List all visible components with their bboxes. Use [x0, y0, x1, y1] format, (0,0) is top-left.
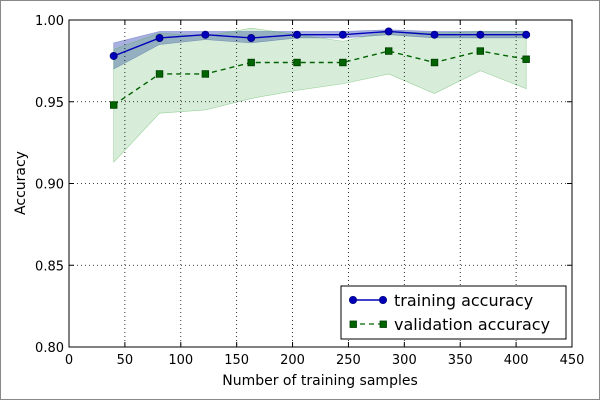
series-line-0 [113, 30, 527, 57]
legend-training-label: training accuracy [394, 291, 533, 310]
data-point [339, 58, 347, 67]
x-tick-label: 0 [65, 353, 73, 368]
x-tick-label: 450 [560, 353, 585, 368]
data-point [430, 30, 439, 39]
y-tick-label: 0.95 [35, 96, 64, 111]
data-point [293, 30, 302, 39]
series-line-1 [113, 50, 527, 106]
data-point [155, 33, 164, 42]
legend-validation-marker-left [349, 320, 357, 328]
data-point [522, 55, 530, 63]
legend-training-marker-left [348, 295, 357, 304]
data-point [522, 30, 531, 39]
x-tick-label: 150 [224, 353, 249, 368]
data-point [293, 58, 301, 67]
series-lines [109, 27, 531, 109]
data-point [201, 30, 210, 39]
legend-box [340, 285, 567, 340]
data-point [476, 30, 485, 39]
x-tick-label: 100 [168, 353, 193, 368]
y-tick-label: 0.80 [35, 341, 64, 356]
y-tick-label: 1.00 [35, 14, 64, 29]
data-point [155, 70, 164, 78]
data-point [110, 101, 118, 109]
x-tick-label: 50 [117, 353, 134, 368]
y-tick-label: 0.90 [35, 178, 64, 193]
legend-training-marker-right [378, 295, 387, 304]
x-tick-label: 350 [448, 353, 473, 368]
y-axis-title: Accuracy [13, 151, 29, 215]
data-point [201, 70, 210, 78]
data-point [430, 58, 439, 67]
x-axis-title: Number of training samples [222, 373, 418, 389]
axis-ticks [68, 19, 573, 348]
y-tick-label: 0.85 [35, 259, 64, 274]
confidence-bands [113, 27, 527, 164]
x-tick-label: 300 [392, 353, 417, 368]
legend-validation-label: validation accuracy [394, 315, 550, 334]
legend: training accuracy validation accuracy [340, 285, 567, 340]
data-point [384, 47, 393, 55]
data-point [476, 47, 485, 55]
data-point [338, 30, 347, 39]
x-tick-label: 250 [336, 353, 361, 368]
x-tick-label: 200 [280, 353, 305, 368]
data-point [109, 51, 118, 60]
data-point [247, 58, 255, 67]
confidence-band-1 [113, 27, 527, 164]
data-point [247, 33, 256, 42]
data-point [384, 27, 393, 36]
tick-labels: 0 50 100 150 200 250 300 350 400 450 0.80 0.85 0.90 0… [35, 14, 584, 368]
x-tick-label: 400 [504, 353, 529, 368]
legend-validation-marker-right [379, 320, 387, 328]
